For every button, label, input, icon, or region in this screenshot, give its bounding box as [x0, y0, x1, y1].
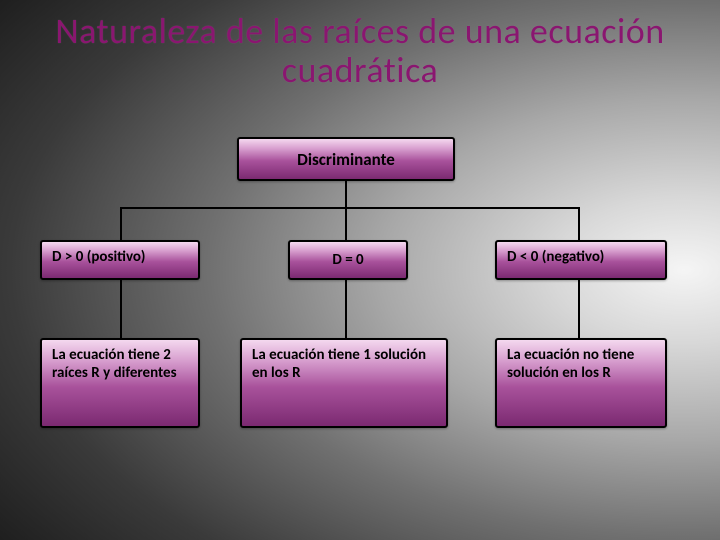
node-root: Discriminante: [237, 137, 455, 181]
node-label: D = 0: [332, 251, 363, 269]
connector: [345, 181, 347, 207]
node-label: La ecuación tiene 1 solución en los R: [252, 346, 436, 382]
node-label: Discriminante: [297, 149, 395, 170]
node-label: D > 0 (positivo): [52, 248, 145, 266]
node-result-negative: La ecuación no tiene solución en los R: [495, 338, 667, 428]
node-result-zero: La ecuación tiene 1 solución en los R: [240, 338, 448, 428]
node-label: La ecuación no tiene solución en los R: [507, 346, 655, 382]
connector: [120, 207, 580, 209]
connector: [120, 280, 122, 338]
connector: [345, 207, 347, 240]
node-condition-negative: D < 0 (negativo): [495, 240, 667, 280]
connector: [578, 207, 580, 240]
tree-diagram: Discriminante D > 0 (positivo) La ecuaci…: [0, 0, 720, 540]
connector: [578, 280, 580, 338]
node-condition-positive: D > 0 (positivo): [40, 240, 200, 280]
node-result-positive: La ecuación tiene 2 raíces R y diferente…: [40, 338, 200, 428]
node-label: La ecuación tiene 2 raíces R y diferente…: [52, 346, 188, 382]
connector: [345, 280, 347, 338]
connector: [120, 207, 122, 240]
node-condition-zero: D = 0: [288, 240, 408, 280]
node-label: D < 0 (negativo): [507, 248, 604, 266]
